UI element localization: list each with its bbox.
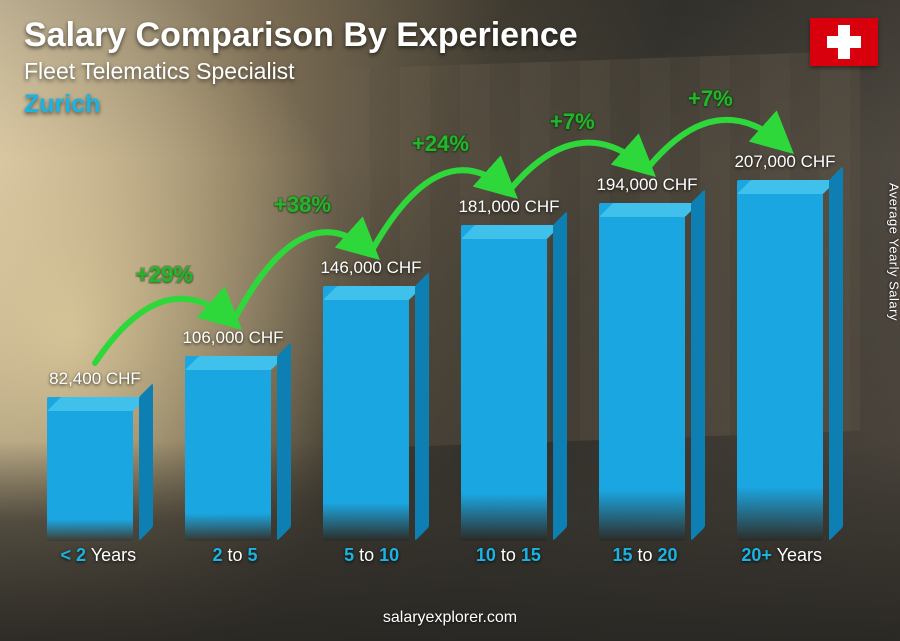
x-axis-labels: < 2 Years2 to 55 to 1010 to 1515 to 2020… xyxy=(30,545,850,575)
bar-value-label: 82,400 CHF xyxy=(49,369,141,389)
x-axis-label: 2 to 5 xyxy=(167,545,304,575)
bar-slot: 194,000 CHF xyxy=(582,175,712,541)
bar xyxy=(461,225,557,541)
chart-subtitle: Fleet Telematics Specialist xyxy=(24,58,295,85)
flag-switzerland xyxy=(810,18,878,66)
bar xyxy=(47,397,143,541)
bar-slot: 146,000 CHF xyxy=(306,258,436,541)
bar xyxy=(599,203,695,541)
bar xyxy=(185,356,281,541)
bar xyxy=(737,180,833,541)
bar-value-label: 146,000 CHF xyxy=(320,258,421,278)
bar-value-label: 207,000 CHF xyxy=(734,152,835,172)
x-axis-label: 20+ Years xyxy=(713,545,850,575)
bar-slot: 207,000 CHF xyxy=(720,152,850,541)
bar xyxy=(323,286,419,541)
bar-slot: 106,000 CHF xyxy=(168,328,298,541)
chart-location: Zurich xyxy=(24,90,100,119)
x-axis-label: 10 to 15 xyxy=(440,545,577,575)
footer-attribution: salaryexplorer.com xyxy=(0,609,900,627)
bars-container: 82,400 CHF 106,000 CHF 146,000 CHF 181,000 … xyxy=(30,140,850,541)
x-axis-label: < 2 Years xyxy=(30,545,167,575)
bar-value-label: 194,000 CHF xyxy=(596,175,697,195)
bar-value-label: 181,000 CHF xyxy=(458,197,559,217)
x-axis-label: 5 to 10 xyxy=(303,545,440,575)
chart-canvas: Salary Comparison By Experience Fleet Te… xyxy=(0,0,900,641)
chart-title: Salary Comparison By Experience xyxy=(24,16,578,55)
bar-slot: 82,400 CHF xyxy=(30,369,160,541)
bar-chart: 82,400 CHF 106,000 CHF 146,000 CHF 181,000 … xyxy=(30,140,850,569)
bar-value-label: 106,000 CHF xyxy=(182,328,283,348)
y-axis-label: Average Yearly Salary xyxy=(887,182,900,320)
x-axis-label: 15 to 20 xyxy=(577,545,714,575)
bar-slot: 181,000 CHF xyxy=(444,197,574,541)
